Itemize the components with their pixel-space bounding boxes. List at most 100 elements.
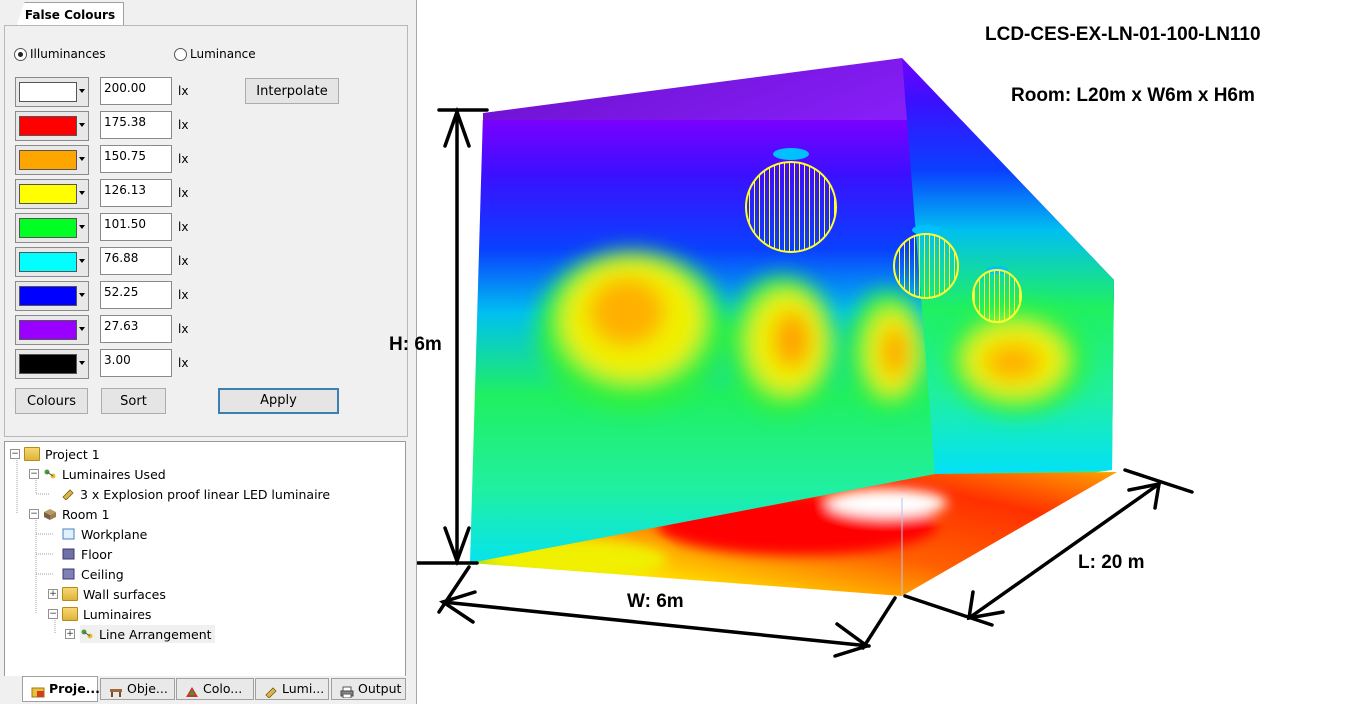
colour-swatch <box>19 354 77 374</box>
tree-item-floor-label: Floor <box>81 546 113 562</box>
bottom-tab-bar: Proje... Obje... Colo... Lumi... Output <box>0 676 410 704</box>
tree-item-luminaire-label: 3 x Explosion proof linear LED luminaire <box>80 486 331 502</box>
threshold-value-field[interactable]: 126.13 <box>100 179 172 207</box>
room-render <box>415 58 1194 658</box>
threshold-value-field[interactable]: 27.63 <box>100 315 172 343</box>
colours-icon <box>185 683 199 697</box>
threshold-value-field[interactable]: 76.88 <box>100 247 172 275</box>
ceiling-icon <box>62 568 76 580</box>
tree-item-project-label: Project 1 <box>45 446 100 462</box>
tree-item-wall-surfaces[interactable]: Wall surfaces <box>62 585 166 603</box>
tab-luminaires-label: Lumi... <box>282 681 325 696</box>
height-label: H: 6m <box>389 334 442 355</box>
room-dimensions-label: Room: L20m x W6m x H6m <box>1011 85 1255 106</box>
colour-picker[interactable] <box>15 281 89 311</box>
colour-picker[interactable] <box>15 247 89 277</box>
threshold-value-field[interactable]: 3.00 <box>100 349 172 377</box>
tree-item-luminaires-label: Luminaires <box>83 606 152 622</box>
colour-picker[interactable] <box>15 145 89 175</box>
tree-item-ceiling[interactable]: Ceiling <box>62 565 124 583</box>
dropdown-arrow-icon <box>79 225 85 229</box>
folder-icon <box>62 587 78 601</box>
splitter[interactable] <box>410 0 416 704</box>
interpolate-button[interactable]: Interpolate <box>245 78 339 104</box>
folder-icon <box>62 607 78 621</box>
collapse-project-icon[interactable]: − <box>10 449 20 459</box>
tree-item-luminaire[interactable]: 3 x Explosion proof linear LED luminaire <box>61 485 330 503</box>
luminaire-icon <box>264 683 278 699</box>
dropdown-arrow-icon <box>79 361 85 365</box>
printer-icon <box>340 683 354 699</box>
tree-item-luminaires[interactable]: Luminaires <box>62 605 151 623</box>
unit-label: lx <box>178 84 189 98</box>
tab-colours[interactable]: Colo... <box>176 678 254 700</box>
colour-picker[interactable] <box>15 77 89 107</box>
dropdown-arrow-icon <box>79 191 85 195</box>
tree-item-room-label: Room 1 <box>62 506 110 522</box>
tab-project[interactable]: Proje... <box>22 676 100 702</box>
colour-picker[interactable] <box>15 179 89 209</box>
view-title: LCD-CES-EX-LN-01-100-LN110 <box>985 24 1261 45</box>
folder-icon <box>24 447 40 461</box>
tree-item-luminaires-used[interactable]: Luminaires Used <box>43 465 166 483</box>
threshold-value-field[interactable]: 175.38 <box>100 111 172 139</box>
luminaire-2 <box>893 225 959 299</box>
3d-view[interactable]: LCD-CES-EX-LN-01-100-LN110 Room: L20m x … <box>389 0 1367 704</box>
tree-item-ceiling-label: Ceiling <box>81 566 124 582</box>
expand-wall-surfaces-icon[interactable]: + <box>48 589 58 599</box>
tree-item-line-arrangement[interactable]: Line Arrangement <box>80 625 215 643</box>
tree-item-line-arrangement-label: Line Arrangement <box>99 626 212 642</box>
objects-icon <box>109 683 123 697</box>
colour-swatch <box>19 320 77 340</box>
tab-objects[interactable]: Obje... <box>100 678 175 700</box>
colour-picker[interactable] <box>15 349 89 379</box>
tree-item-project[interactable]: Project 1 <box>24 445 100 463</box>
tree-item-workplane[interactable]: Workplane <box>62 525 147 543</box>
radio-illuminances-label: Illuminances <box>30 47 106 61</box>
colours-button[interactable]: Colours <box>15 388 88 414</box>
threshold-value-field[interactable]: 101.50 <box>100 213 172 241</box>
threshold-value-field[interactable]: 200.00 <box>100 77 172 105</box>
radio-illuminances[interactable]: Illuminances <box>14 46 106 62</box>
tree-item-floor[interactable]: Floor <box>62 545 112 563</box>
radio-luminance[interactable]: Luminance <box>174 46 256 62</box>
tab-false-colours[interactable]: False Colours <box>16 2 124 27</box>
colour-swatch <box>19 286 77 306</box>
dropdown-arrow-icon <box>79 259 85 263</box>
collapse-room-icon[interactable]: − <box>29 509 39 519</box>
threshold-value-field[interactable]: 52.25 <box>100 281 172 309</box>
luminaire-group-icon <box>43 468 57 480</box>
colour-swatch <box>19 150 77 170</box>
tab-luminaires[interactable]: Lumi... <box>255 678 329 700</box>
apply-button[interactable]: Apply <box>218 388 339 414</box>
colour-swatch <box>19 218 77 238</box>
colour-picker[interactable] <box>15 213 89 243</box>
expand-line-arrangement-icon[interactable]: + <box>65 629 75 639</box>
tab-colours-label: Colo... <box>203 681 243 696</box>
tab-objects-label: Obje... <box>127 681 168 696</box>
floor-icon <box>62 548 76 560</box>
collapse-luminaires-icon[interactable]: − <box>48 609 58 619</box>
radio-checked-icon <box>14 47 27 61</box>
threshold-value-field[interactable]: 150.75 <box>100 145 172 173</box>
colour-picker[interactable] <box>15 111 89 141</box>
tree-item-luminaires-used-label: Luminaires Used <box>62 466 166 482</box>
tab-output[interactable]: Output <box>331 678 406 700</box>
tab-strip: False Colours <box>0 0 410 27</box>
colour-swatch <box>19 116 77 136</box>
tree-item-workplane-label: Workplane <box>81 526 148 542</box>
unit-label: lx <box>178 186 189 200</box>
sort-button[interactable]: Sort <box>101 388 166 414</box>
colour-swatch <box>19 252 77 272</box>
collapse-luminaires-used-icon[interactable]: − <box>29 469 39 479</box>
dimension-lines <box>415 106 1194 658</box>
unit-label: lx <box>178 118 189 132</box>
colour-picker[interactable] <box>15 315 89 345</box>
arrangement-icon <box>80 628 94 640</box>
colour-swatch <box>19 184 77 204</box>
tree-item-room[interactable]: Room 1 <box>43 505 110 523</box>
length-label: L: 20 m <box>1078 552 1145 573</box>
dropdown-arrow-icon <box>79 123 85 127</box>
dropdown-arrow-icon <box>79 89 85 93</box>
width-label: W: 6m <box>627 591 684 612</box>
